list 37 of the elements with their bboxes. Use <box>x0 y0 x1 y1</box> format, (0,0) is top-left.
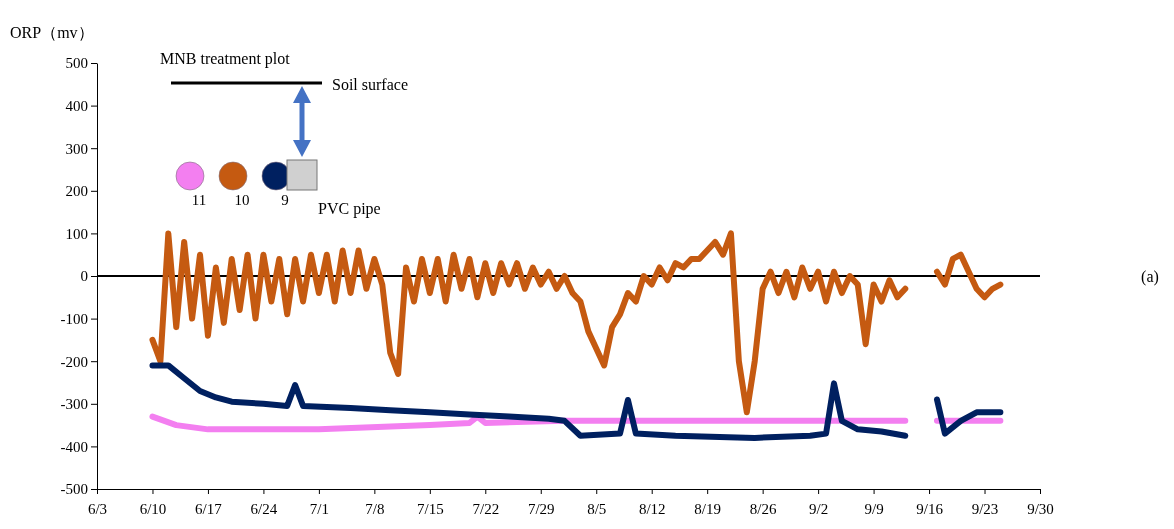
y-axis-title: ORP（mv） <box>10 24 94 41</box>
x-tick-label: 7/8 <box>365 500 385 517</box>
y-tick-label: 300 <box>65 140 88 157</box>
x-tick-label: 7/15 <box>416 500 444 517</box>
x-tick-label: 6/3 <box>87 500 108 517</box>
annotation: MNB treatment plot <box>160 50 291 68</box>
x-tick-label: 9/2 <box>809 500 829 517</box>
y-tick-label: -200 <box>60 353 88 370</box>
y-tick-label: 100 <box>65 225 88 242</box>
x-tick-label: 9/9 <box>864 500 884 517</box>
x-tick-label: 8/5 <box>587 500 607 517</box>
legend-label: 9 <box>281 192 289 208</box>
x-tick-label: 6/10 <box>139 500 167 517</box>
x-tick-label: 7/1 <box>309 500 329 517</box>
text: (a) <box>1141 268 1159 286</box>
x-tick-label: 9/16 <box>916 500 944 517</box>
x-tick-label: 7/29 <box>527 500 555 517</box>
x-tick-label: 6/24 <box>250 500 278 517</box>
y-tick-label: 400 <box>65 97 88 114</box>
x-tick-label: 8/19 <box>694 500 722 517</box>
y-tick-label: 0 <box>80 268 88 285</box>
legend-label: 10 <box>234 192 250 208</box>
y-tick-label: -300 <box>60 396 88 413</box>
x-tick-label: 6/17 <box>195 500 223 517</box>
x-tick-label: 8/12 <box>638 500 666 517</box>
y-tick-label: -100 <box>60 310 88 327</box>
y-tick-label: 200 <box>65 183 88 200</box>
annotation: Soil surface <box>332 76 408 93</box>
annotation: PVC pipe <box>318 200 381 218</box>
x-tick-label: 7/22 <box>472 500 500 517</box>
y-tick-label: -400 <box>60 438 88 455</box>
x-tick-label: 9/23 <box>971 500 999 517</box>
x-tick-label: 9/30 <box>1027 500 1054 517</box>
y-tick-label: 500 <box>65 55 88 72</box>
legend-label: 11 <box>191 192 207 208</box>
x-tick-label: 8/26 <box>749 500 777 517</box>
y-tick-label: -500 <box>60 481 88 498</box>
